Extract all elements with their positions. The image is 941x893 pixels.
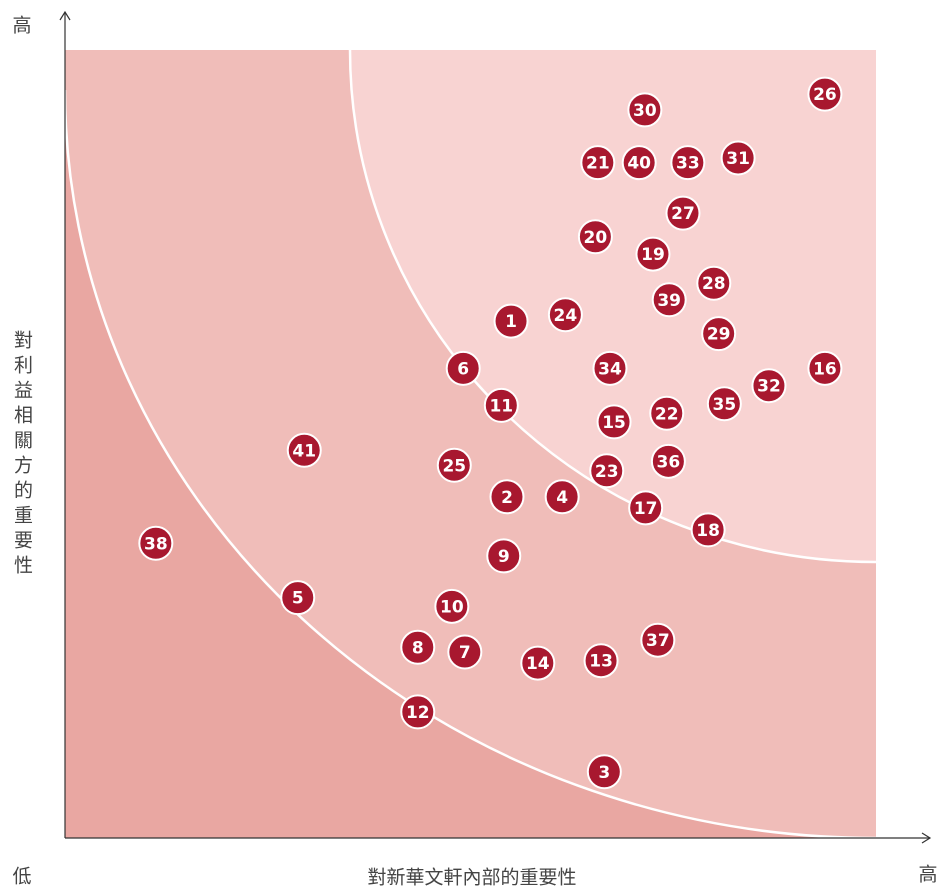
point-label: 7 — [459, 643, 471, 663]
point-label: 18 — [696, 521, 720, 541]
point — [628, 490, 664, 526]
point — [434, 588, 470, 624]
point — [547, 297, 583, 333]
point-label: 14 — [526, 654, 550, 674]
point — [807, 350, 843, 386]
point — [706, 386, 742, 422]
point — [577, 219, 613, 255]
point — [493, 303, 529, 339]
point — [445, 350, 481, 386]
point — [650, 443, 686, 479]
point — [649, 395, 685, 431]
point — [670, 145, 706, 181]
point-label: 4 — [556, 488, 568, 508]
point-label: 34 — [598, 359, 622, 379]
point-label: 12 — [406, 703, 430, 723]
y-arrow — [59, 10, 71, 21]
x-high-label: 高 — [918, 864, 937, 886]
point-label: 28 — [702, 274, 726, 294]
point-label: 26 — [813, 85, 837, 105]
point — [640, 622, 676, 658]
x-arrow — [921, 832, 932, 844]
point-label: 29 — [707, 325, 731, 345]
point — [486, 538, 522, 574]
point — [635, 236, 671, 272]
point-label: 21 — [586, 154, 610, 174]
point-label: 20 — [584, 228, 608, 248]
point — [651, 282, 687, 318]
point — [489, 479, 525, 515]
point — [400, 694, 436, 730]
point-label: 35 — [713, 395, 737, 415]
point-label: 9 — [498, 547, 510, 567]
point — [690, 512, 726, 548]
point — [627, 92, 663, 128]
point — [589, 453, 625, 489]
point-label: 11 — [489, 396, 513, 416]
point-label: 27 — [671, 204, 695, 224]
point-label: 10 — [440, 597, 464, 617]
point-label: 17 — [634, 499, 658, 519]
point-label: 39 — [657, 291, 681, 311]
point — [807, 76, 843, 112]
point-label: 24 — [554, 306, 578, 326]
point — [751, 368, 787, 404]
point-label: 37 — [646, 631, 670, 651]
zone-high — [350, 50, 876, 562]
point-label: 30 — [633, 101, 657, 121]
point-label: 8 — [412, 638, 424, 658]
y-high-label: 高 — [12, 15, 31, 37]
x-axis-label: 對新華文軒內部的重要性 — [367, 867, 576, 889]
point — [436, 447, 472, 483]
point — [583, 643, 619, 679]
point — [520, 645, 556, 681]
point — [544, 479, 580, 515]
point-label: 5 — [292, 589, 304, 609]
point — [138, 525, 174, 561]
point-label: 3 — [598, 763, 610, 783]
point — [447, 634, 483, 670]
point-label: 13 — [589, 652, 613, 672]
point-label: 40 — [627, 154, 651, 174]
point — [400, 629, 436, 665]
origin-label: 低 — [12, 866, 31, 888]
point-label: 1 — [505, 312, 517, 332]
point — [665, 195, 701, 231]
point — [580, 145, 616, 181]
point — [483, 387, 519, 423]
point — [720, 140, 756, 176]
zone-border — [63, 89, 877, 840]
point — [280, 580, 316, 616]
point-label: 38 — [144, 534, 168, 554]
point-label: 6 — [457, 359, 469, 379]
point — [592, 350, 628, 386]
point-label: 15 — [602, 413, 626, 433]
y-axis-label: 對利益相關方的重要性 — [11, 330, 33, 580]
point — [621, 145, 657, 181]
point-label: 36 — [657, 452, 681, 472]
point-label: 16 — [813, 359, 837, 379]
point — [701, 316, 737, 352]
point-label: 41 — [292, 441, 316, 461]
point — [596, 404, 632, 440]
point-label: 22 — [655, 404, 679, 424]
point — [586, 754, 622, 790]
point — [696, 265, 732, 301]
point — [286, 432, 322, 468]
point-label: 2 — [501, 488, 513, 508]
point-label: 32 — [757, 377, 781, 397]
point-label: 33 — [676, 154, 700, 174]
point-label: 23 — [595, 462, 619, 482]
point-label: 19 — [641, 245, 665, 265]
point-label: 25 — [442, 456, 466, 476]
point-label: 31 — [726, 149, 750, 169]
